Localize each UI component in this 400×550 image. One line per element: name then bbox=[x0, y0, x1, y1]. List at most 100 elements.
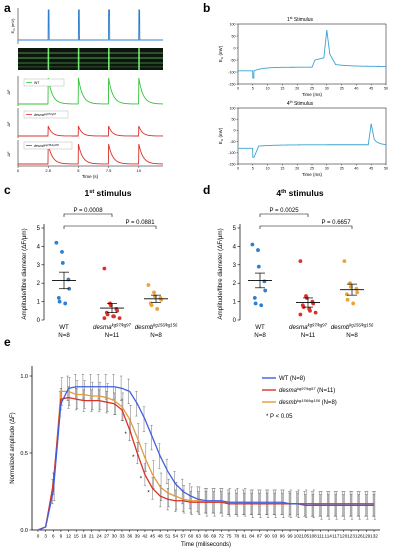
dotplot-group-label: desmakg97/kg97 bbox=[93, 323, 132, 331]
panel-e-xtick-label: 81 bbox=[242, 534, 248, 539]
panel-e-xtick-label: 111 bbox=[317, 534, 324, 539]
panel-a-wt-ylabel: ΔF bbox=[6, 89, 11, 95]
panel-a-em-line bbox=[18, 9, 163, 41]
panel-b-top-xlabel: Time (ms) bbox=[302, 92, 323, 97]
panel-e: e Normalized amplitude (ΔF) 0.00.51.00 3 6… bbox=[4, 335, 380, 548]
panel-e-xtick-label: 75 bbox=[226, 534, 232, 539]
panel-e-xtick-label: 12 bbox=[66, 534, 72, 539]
panel-e-xtick-label: 51 bbox=[165, 534, 171, 539]
panel-e-xtick-label: 108 bbox=[309, 534, 317, 539]
panel-b-bottom-frame bbox=[237, 107, 387, 165]
dotplot-point bbox=[56, 296, 61, 300]
panel-e-xtick-label: 114 bbox=[325, 534, 333, 539]
dotplot-point bbox=[308, 308, 312, 313]
panel-d-plot: 0 1 2 3 4 5 Amplitude/fibre diameter (ΔF/μm) WT… bbox=[217, 208, 374, 339]
dotplot-group-n: N=8 bbox=[58, 332, 70, 339]
dotplot-point bbox=[348, 281, 352, 286]
panel-e-xtick-label: 132 bbox=[370, 534, 378, 539]
legend-wt-label: WT bbox=[34, 81, 40, 85]
panel-e-significance-star: * bbox=[124, 432, 127, 438]
dotplot-bracket-top bbox=[259, 213, 309, 217]
panel-e-legend: WT (N=8) desmakg97/kg97 (N=11) desmbkg15… bbox=[262, 376, 337, 420]
panel-a-desma-ylabel: ΔF bbox=[6, 121, 11, 127]
image-strip-fibre bbox=[18, 66, 163, 68]
dotplot-group-label: desmbkg156/kg156 bbox=[331, 323, 374, 331]
dotplot-point bbox=[102, 316, 107, 321]
dotplot-ytick-label: 5 bbox=[233, 226, 237, 232]
panel-b-bottom-title: 4th Stimulus bbox=[287, 100, 314, 107]
panel-e-xtick-label: 90 bbox=[265, 534, 271, 539]
panel-e-xtick-label: 0 bbox=[37, 534, 40, 539]
legend-desma-label: desmakg97/kg97 bbox=[34, 113, 57, 117]
panel-b-top-xticks: 0 5 10 15 20 25 30 35 40 45 50 bbox=[237, 84, 388, 91]
panel-e-xtick-label: 120 bbox=[340, 534, 348, 539]
panel-e-xtick-label: 21 bbox=[89, 534, 95, 539]
dotplot-ytick-label: 1 bbox=[233, 300, 237, 306]
panel-e-significance-star: * bbox=[147, 490, 150, 496]
panel-a: a Em (mV) ΔF WT bbox=[4, 1, 163, 179]
panel-a-desma-trace: ΔF desmakg97/kg97 bbox=[6, 108, 163, 138]
panel-e-xtick-label: 18 bbox=[81, 534, 87, 539]
panel-b-xtick-label: 25 bbox=[310, 167, 314, 171]
panel-e-series-line bbox=[37, 386, 374, 531]
panel-a-xtick-label: 5 bbox=[77, 168, 80, 173]
panel-c-plot: 0 1 2 3 4 5 Amplitude/fibre diameter (ΔF/μm) WT… bbox=[21, 208, 178, 339]
panel-a-xtick-label: 2.5 bbox=[45, 168, 51, 173]
panel-a-wt-line bbox=[18, 77, 163, 105]
panel-b: b 1st Stimulus Em (mV) 100500-50-100-150… bbox=[203, 1, 388, 177]
panel-b-xtick-label: 15 bbox=[280, 167, 284, 171]
panel-e-letter: e bbox=[4, 335, 11, 349]
panel-a-wt-trace: ΔF WT bbox=[6, 76, 163, 106]
dotplot-point bbox=[256, 264, 261, 269]
dotplot-group-label: WT bbox=[59, 324, 69, 331]
legend-desma-label: desmakg97/kg97 (N=11) bbox=[279, 386, 335, 394]
panel-b-ytick-label: 100 bbox=[230, 106, 236, 110]
panel-e-xtick-label: 126 bbox=[355, 534, 363, 539]
legend-box bbox=[23, 78, 65, 87]
dotplot-point bbox=[115, 308, 120, 313]
dotplot-point bbox=[149, 303, 154, 308]
panel-e-xtick-label: 36 bbox=[127, 534, 133, 539]
panel-b-xtick-label: 40 bbox=[354, 87, 358, 91]
dotplot-group-n: N=11 bbox=[301, 332, 316, 339]
dotplot-ylabel: Amplitude/fibre diameter (ΔF/μm) bbox=[21, 228, 28, 319]
panel-e-xtick-label: 105 bbox=[301, 534, 309, 539]
dotplot-point bbox=[259, 303, 264, 308]
panel-b-xtick-label: 35 bbox=[340, 87, 344, 91]
dotplot-ytick-label: 4 bbox=[37, 244, 41, 250]
panel-e-xtick-label: 15 bbox=[74, 534, 80, 539]
legend-box bbox=[23, 141, 73, 150]
panel-b-top-yticks: 100 50 0 -50 -100 -150 bbox=[228, 22, 238, 86]
panel-b-ytick-label: 0 bbox=[234, 129, 236, 133]
legend-box bbox=[23, 110, 69, 119]
legend-desmb-label: desmbkg156/kg156 bbox=[34, 144, 59, 148]
panel-b-ytick-label: -150 bbox=[228, 82, 235, 86]
panel-e-ytick-label: 0.5 bbox=[20, 451, 28, 457]
dotplot-point bbox=[351, 301, 356, 306]
dotplot-point bbox=[105, 312, 110, 317]
panel-b-ytick-label: 50 bbox=[232, 34, 236, 38]
panel-b-ytick-label: 0 bbox=[234, 46, 236, 50]
panel-a-xtick-label: 10 bbox=[137, 168, 142, 173]
dotplot-point bbox=[152, 290, 156, 295]
dotplot-point bbox=[355, 290, 360, 295]
panel-b-ytick-label: -50 bbox=[230, 58, 235, 62]
panel-e-xlabel: Time (miliseconds) bbox=[181, 542, 231, 548]
panel-e-xtick-label: 96 bbox=[280, 534, 286, 539]
panel-b-xtick-label: 25 bbox=[310, 87, 314, 91]
panel-b-letter: b bbox=[203, 1, 210, 15]
image-strip-flash bbox=[108, 48, 110, 70]
legend-desmb-label: desmbkg156/kg156 (N=8) bbox=[279, 398, 337, 406]
dotplot-point bbox=[298, 259, 303, 264]
panel-d: d 4th stimulus 0 1 2 3 4 5 Amplitude/fibre dia… bbox=[203, 183, 374, 339]
dotplot-ytick-label: 2 bbox=[37, 281, 41, 287]
dotplot-ylabel: Amplitude/fibre diameter (ΔF/μm) bbox=[217, 228, 224, 319]
panel-b-xtick-label: 30 bbox=[325, 167, 329, 171]
dotplot-point bbox=[345, 297, 350, 302]
dotplot-point bbox=[256, 248, 260, 252]
panel-e-xtick-label: 63 bbox=[196, 534, 202, 539]
panel-e-xtick-label: 117 bbox=[332, 534, 340, 539]
legend-star-note: * P < 0.05 bbox=[266, 414, 293, 420]
